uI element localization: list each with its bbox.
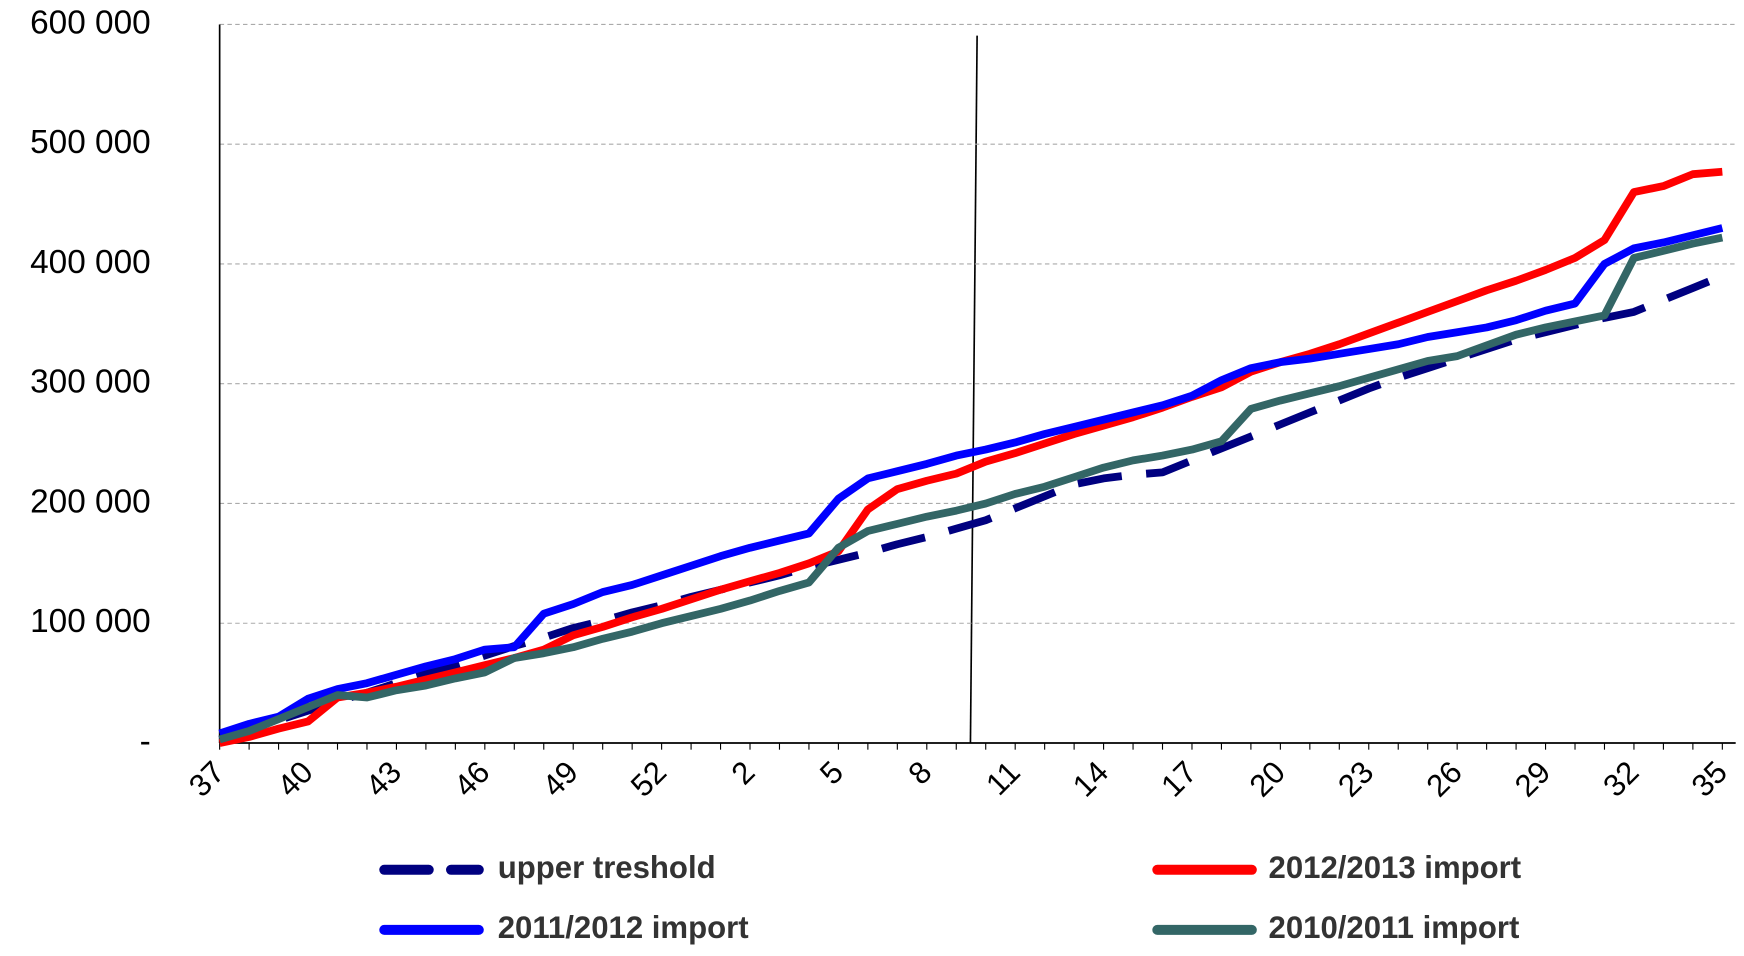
x-tick-label: 2: [725, 754, 762, 791]
y-tick-label: 600 000: [30, 4, 151, 41]
x-tick-label: 5: [813, 754, 850, 791]
series-line: [218, 224, 1724, 738]
legend-label: upper treshold: [498, 850, 716, 885]
x-tick-label: 29: [1508, 754, 1557, 803]
legend-label: 2012/2013 import: [1269, 850, 1522, 885]
x-tick-label: 49: [536, 754, 585, 803]
x-tick-label: 40: [270, 754, 319, 803]
x-tick-label: 46: [447, 754, 496, 803]
x-tick-label: 17: [1154, 754, 1203, 803]
y-tick-label: 400 000: [30, 244, 151, 281]
marker-line: [969, 35, 978, 744]
x-tick-label: 23: [1331, 754, 1380, 803]
x-tick-label: 26: [1420, 754, 1469, 803]
y-tick-label: 300 000: [30, 364, 151, 401]
y-tick-label: 500 000: [30, 124, 151, 161]
x-tick-label: 52: [624, 754, 673, 803]
y-tick-label: 100 000: [30, 603, 151, 640]
legend-label: 2010/2011 import: [1269, 910, 1520, 945]
y-tick-label: -: [140, 723, 151, 760]
x-tick-label: 20: [1243, 754, 1292, 803]
y-tick-label: 200 000: [30, 483, 151, 520]
x-tick-label: 11: [979, 754, 1027, 802]
x-tick-label: 8: [901, 754, 938, 791]
x-tick-label: 14: [1066, 754, 1115, 803]
x-tick-label: 43: [359, 754, 408, 803]
legend-label: 2011/2012 import: [498, 910, 749, 945]
x-tick-label: 37: [182, 754, 231, 803]
series-line: [218, 167, 1723, 747]
x-tick-label: 32: [1596, 754, 1645, 803]
x-tick-label: 35: [1685, 754, 1734, 803]
series-line: [218, 233, 1724, 744]
